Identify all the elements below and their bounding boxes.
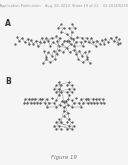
Text: Patent Application Publication    Aug. 28, 2014  Sheet 19 of 21    US 2014/02384: Patent Application Publication Aug. 28, …: [0, 4, 128, 8]
Text: A: A: [5, 19, 11, 28]
Text: Figure 19: Figure 19: [51, 155, 77, 160]
Text: B: B: [5, 77, 11, 86]
